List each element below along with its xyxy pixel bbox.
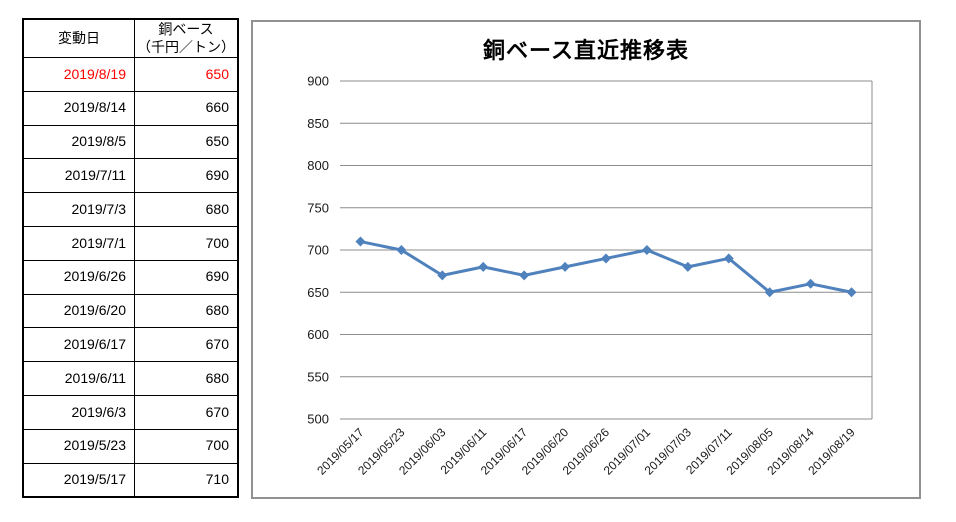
data-point-marker [396,245,407,255]
date-cell[interactable]: 2019/8/5 [22,124,135,160]
table-row: 2019/5/23 700 [22,428,239,464]
table-row: 2019/7/3 680 [22,192,239,227]
data-point-marker [601,253,611,264]
data-point-marker [437,270,448,281]
col-header-price[interactable]: 銅ベース （千円／トン） [134,18,239,58]
table-row: 2019/6/20 680 [22,293,239,329]
price-table: 変動日 銅ベース （千円／トン） 2019/8/19 650 2019/8/14 660… [22,18,239,499]
date-cell[interactable]: 2019/8/19 [22,57,135,92]
table-row: 2019/7/11 690 [22,158,239,194]
table-row: 2019/6/26 690 [22,259,239,295]
price-cell[interactable]: 690 [134,259,239,295]
data-point-marker [723,253,734,264]
y-axis-tick-label: 700 [307,243,329,258]
date-cell[interactable]: 2019/6/3 [22,394,135,430]
table-header-row: 変動日 銅ベース （千円／トン） [22,18,239,58]
date-cell[interactable]: 2019/7/3 [22,192,135,227]
price-cell[interactable]: 650 [134,124,239,160]
price-cell[interactable]: 660 [134,90,239,126]
price-cell[interactable]: 690 [134,158,239,194]
price-cell[interactable]: 670 [134,394,239,430]
col-header-price-line1: 銅ベース [158,21,214,37]
date-cell[interactable]: 2019/6/17 [22,327,135,363]
price-cell[interactable]: 680 [134,293,239,329]
date-cell[interactable]: 2019/7/11 [22,158,135,194]
y-axis-tick-label: 750 [307,200,329,215]
table-row: 2019/6/11 680 [22,361,239,396]
data-point-marker [682,261,693,272]
col-header-date[interactable]: 変動日 [22,18,135,58]
price-cell[interactable]: 680 [134,361,239,396]
data-point-marker [641,245,652,255]
y-axis-tick-label: 850 [307,116,329,131]
data-point-marker [478,261,489,272]
price-cell[interactable]: 700 [134,225,239,261]
data-point-marker [519,270,530,281]
date-cell[interactable]: 2019/8/14 [22,90,135,126]
table-row: 2019/8/5 650 [22,124,239,160]
date-cell[interactable]: 2019/7/1 [22,225,135,261]
copper-trend-chart[interactable]: 銅ベース直近推移表 900 850 800 750 700 650 600 550 500 201… [251,20,921,499]
y-axis-tick-label: 650 [307,285,329,300]
price-cell[interactable]: 700 [134,428,239,464]
date-cell[interactable]: 2019/6/11 [22,361,135,396]
date-cell[interactable]: 2019/6/20 [22,293,135,329]
price-table-wrap: 変動日 銅ベース （千円／トン） 2019/8/19 650 2019/8/14 660… [22,18,239,499]
data-point-marker [355,236,366,247]
table-row: 2019/8/14 660 [22,90,239,126]
table-row: 2019/8/19 650 [22,57,239,92]
data-point-marker [764,287,775,298]
price-cell[interactable]: 650 [134,57,239,92]
data-point-marker [805,278,816,289]
table-row: 2019/6/3 670 [22,394,239,430]
price-cell[interactable]: 710 [134,462,239,498]
price-table-body: 2019/8/19 650 2019/8/14 660 2019/8/5 650 2019/… [22,57,239,498]
col-header-price-line2: （千円／トン） [137,38,235,55]
series-line [358,240,854,294]
chart-title: 銅ベース直近推移表 [483,38,689,63]
y-axis-tick-label: 900 [307,74,329,89]
table-row: 2019/6/17 670 [22,327,239,363]
y-axis-tick-label: 600 [307,327,329,342]
date-cell[interactable]: 2019/5/17 [22,462,135,498]
price-cell[interactable]: 670 [134,327,239,363]
data-point-marker [560,261,571,272]
price-cell[interactable]: 680 [134,192,239,227]
y-axis-tick-label: 550 [307,369,329,384]
chart-canvas: 9008508007507006506005505002019/05/17201… [307,74,873,478]
y-axis-tick-label: 800 [307,158,329,173]
date-cell[interactable]: 2019/6/26 [22,259,135,295]
date-cell[interactable]: 2019/5/23 [22,428,135,464]
table-row: 2019/5/17 710 [22,462,239,498]
table-row: 2019/7/1 700 [22,225,239,261]
data-point-marker [846,287,857,298]
y-axis-tick-label: 500 [307,412,329,427]
